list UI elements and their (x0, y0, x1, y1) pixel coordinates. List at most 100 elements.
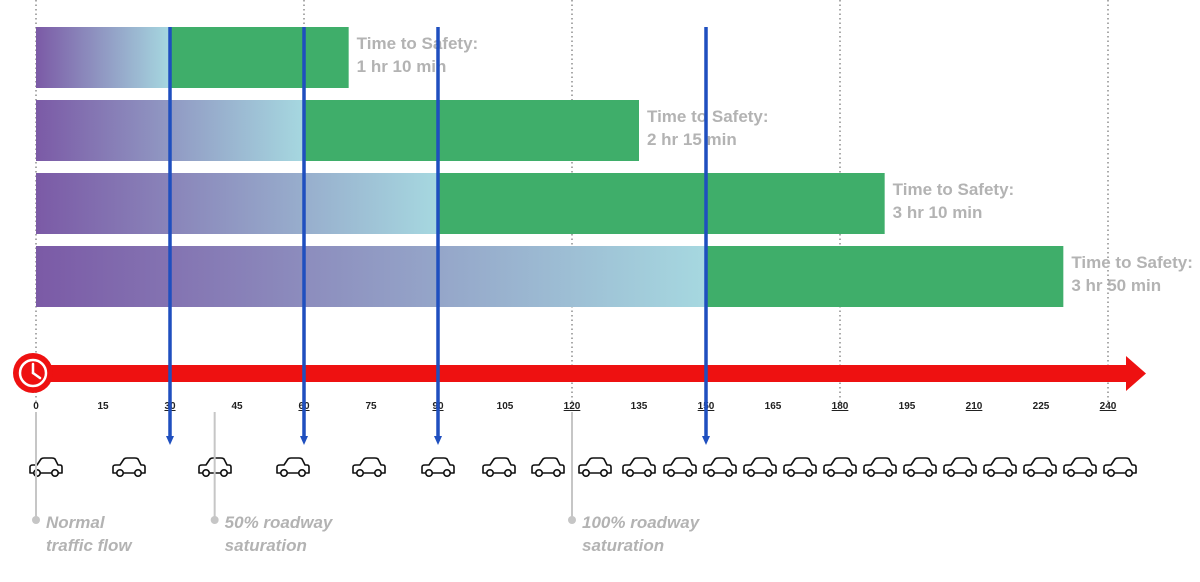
car-wheel (116, 468, 125, 478)
car-icon (663, 457, 697, 478)
bar-label-title: Time to Safety: (357, 34, 479, 53)
wait-segment (36, 246, 706, 307)
car-wheel (1125, 468, 1134, 478)
car-icon (743, 457, 777, 478)
annotations: Normal traffic flow 50% roadway saturation 1… (32, 412, 701, 555)
car-wheel (885, 468, 894, 478)
tick-label: 15 (97, 401, 109, 412)
car-wheel (987, 468, 996, 478)
tick-label: 165 (765, 401, 782, 412)
car-wheel (1005, 468, 1014, 478)
bar-label-title: Time to Safety: (893, 180, 1015, 199)
car-icon (622, 457, 656, 478)
tick-labels: 0153045607590105120135150165180195210225… (33, 401, 1117, 412)
clock-face (18, 358, 48, 388)
car-wheel (280, 468, 289, 478)
car-icon (578, 457, 612, 478)
travel-segment (438, 173, 885, 234)
car-wheel (644, 468, 653, 478)
car-wheel (947, 468, 956, 478)
annotation-line1: Normal (46, 513, 106, 532)
car-wheel (707, 468, 716, 478)
bar-label-duration: 1 hr 10 min (357, 57, 447, 76)
car-wheel (356, 468, 365, 478)
car-wheel (747, 468, 756, 478)
car-icon (783, 457, 817, 478)
car-wheel (1067, 468, 1076, 478)
car-wheel (805, 468, 814, 478)
car-icon (863, 457, 897, 478)
car-icon (352, 457, 386, 478)
car-wheel (374, 468, 383, 478)
bar-label-duration: 3 hr 50 min (1071, 276, 1161, 295)
car-icon (983, 457, 1017, 478)
car-icon (29, 457, 63, 478)
timeline-bar (30, 365, 1128, 382)
tick-label: 180 (832, 401, 849, 412)
saturation-marker-arrow (434, 436, 442, 445)
annotation-line2: saturation (582, 536, 664, 555)
bar-label-title: Time to Safety: (647, 107, 769, 126)
tick-label: 135 (631, 401, 648, 412)
annotation-line2: traffic flow (46, 536, 133, 555)
tick-label: 0 (33, 401, 39, 412)
car-wheel (965, 468, 974, 478)
annotation-dot (568, 516, 576, 524)
timeline-axis (13, 353, 1146, 393)
clock-hand-hour (31, 371, 42, 380)
car-icon (482, 457, 516, 478)
travel-segment (170, 27, 349, 88)
annotation-dot (32, 516, 40, 524)
wait-segment (36, 27, 170, 88)
timeline-arrowhead (1126, 356, 1146, 391)
car-icon (903, 457, 937, 478)
tick-label: 240 (1100, 401, 1117, 412)
travel-segment (706, 246, 1064, 307)
wait-segment (36, 173, 438, 234)
annotation-line1: 100% roadway (582, 513, 701, 532)
tick-label: 195 (899, 401, 916, 412)
car-icon (823, 457, 857, 478)
car-wheel (867, 468, 876, 478)
tick-label: 75 (365, 401, 377, 412)
tick-label: 105 (497, 401, 514, 412)
car-wheel (51, 468, 60, 478)
saturation-marker-arrow (702, 436, 710, 445)
car-wheel (600, 468, 609, 478)
car-icon (1023, 457, 1057, 478)
annotation-line2: saturation (225, 536, 307, 555)
car-wheel (1027, 468, 1036, 478)
car-wheel (425, 468, 434, 478)
car-wheel (202, 468, 211, 478)
car-wheel (486, 468, 495, 478)
clock-icon (13, 353, 53, 393)
bar-label-title: Time to Safety: (1071, 253, 1193, 272)
car-wheel (827, 468, 836, 478)
bars-group: Time to Safety: 1 hr 10 min Time to Safety… (36, 27, 1193, 307)
annotation-line1: 50% roadway (225, 513, 334, 532)
car-wheel (845, 468, 854, 478)
car-wheel (220, 468, 229, 478)
car-wheel (535, 468, 544, 478)
car-wheel (925, 468, 934, 478)
car-icon (1063, 457, 1097, 478)
tick-label: 45 (231, 401, 243, 412)
car-icon (421, 457, 455, 478)
car-icon (531, 457, 565, 478)
car-wheel (582, 468, 591, 478)
car-wheel (504, 468, 513, 478)
car-wheel (907, 468, 916, 478)
car-wheel (626, 468, 635, 478)
car-wheel (685, 468, 694, 478)
car-icon (1103, 457, 1137, 478)
car-wheel (1045, 468, 1054, 478)
car-icon (112, 457, 146, 478)
car-wheel (1107, 468, 1116, 478)
car-wheel (553, 468, 562, 478)
car-icon (703, 457, 737, 478)
car-wheel (787, 468, 796, 478)
car-row (29, 457, 1137, 478)
car-wheel (298, 468, 307, 478)
tick-label: 120 (564, 401, 581, 412)
